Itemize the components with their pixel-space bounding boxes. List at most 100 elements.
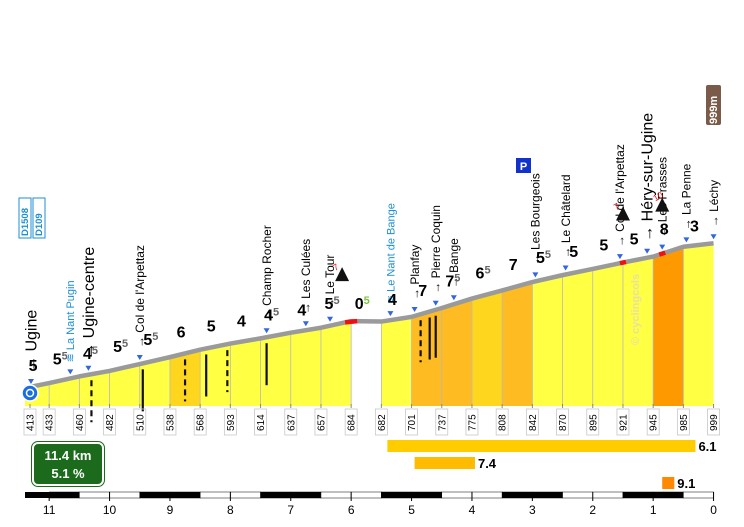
place-label-11: → Les Bourgeois xyxy=(529,173,543,265)
altitude-label-17: 842 xyxy=(528,414,539,431)
altitude-labels: 413 433 460 482 510 538 568 593 614 637 657 684 682 7… xyxy=(23,404,720,436)
place-marker-8 xyxy=(411,306,418,312)
altitude-box-12 xyxy=(374,408,388,436)
segment-fill-15 xyxy=(471,290,503,406)
road-polyline xyxy=(24,241,714,391)
vertical-gridlines xyxy=(48,246,684,406)
bar-1 xyxy=(414,457,475,469)
difficulty-marks xyxy=(90,315,437,423)
altitude-label-9: 637 xyxy=(286,414,297,431)
altitude-box-16 xyxy=(495,408,509,436)
altitude-label-0: 413 xyxy=(26,414,37,431)
altitude-label-20: 921 xyxy=(618,414,629,431)
altitude-label-3: 482 xyxy=(105,414,116,431)
gradient-label-12: 4 xyxy=(388,292,397,309)
axis-start xyxy=(25,492,50,498)
gradient-label-7: 4 xyxy=(237,313,246,330)
gradient-label-1: 55 xyxy=(53,350,68,368)
summit-badge-box xyxy=(706,85,721,125)
place-marker-11 xyxy=(532,272,539,278)
place-label-6: → Le Tour xyxy=(323,255,337,310)
segment-fill-5 xyxy=(169,349,201,406)
start-roundabout-inner xyxy=(25,388,35,398)
altitude-label-6: 568 xyxy=(196,414,207,431)
axis-block-9 xyxy=(592,491,624,499)
altitude-box-7 xyxy=(223,408,237,436)
segment-fill-11 xyxy=(351,321,382,406)
axis-block-2 xyxy=(169,491,201,499)
altitude-label-11: 684 xyxy=(347,414,358,431)
segment-fill-4 xyxy=(139,357,170,406)
segment-fill-17 xyxy=(532,275,563,406)
km-axis: 11 10 9 8 7 6 5 4 3 2 1 0 xyxy=(25,491,717,517)
segment-fill-2 xyxy=(79,370,110,406)
place-marker-17 xyxy=(710,234,717,240)
altitude-label-16: 808 xyxy=(498,414,509,431)
place-marker-5 xyxy=(302,321,309,327)
segment-fill-1 xyxy=(49,376,80,406)
gradient-label-14: 75 xyxy=(445,273,460,291)
gradient-label-9: 4 xyxy=(297,303,306,320)
misc-badges: D1508 D109 P 999m xyxy=(18,85,721,402)
altitude-box-13 xyxy=(405,408,418,436)
km-label-6: 5 xyxy=(408,503,415,517)
road-line xyxy=(24,241,714,391)
altitude-box-20 xyxy=(616,408,630,436)
gradient-label-0: 5 xyxy=(29,358,38,375)
km-label-1: 10 xyxy=(103,503,117,517)
steep-triangle-2 xyxy=(655,197,670,212)
axis-block-5 xyxy=(350,491,382,499)
segment-fill-10 xyxy=(320,321,352,406)
place-marker-0 xyxy=(28,379,34,384)
altitude-label-23: 999 xyxy=(709,414,720,431)
segment-fill-9 xyxy=(290,327,321,406)
gradient-label-10: 55 xyxy=(325,295,340,313)
place-marker-2 xyxy=(85,365,92,371)
gradient-label-6: 5 xyxy=(207,319,216,336)
gradient-label-11: 05 xyxy=(355,295,370,313)
place-marker-3 xyxy=(136,355,143,361)
altitude-box-11 xyxy=(344,408,358,436)
altitude-box-22 xyxy=(676,408,690,436)
altitude-box-21 xyxy=(646,408,660,436)
altitude-label-18: 870 xyxy=(558,414,569,431)
altitude-box-5 xyxy=(163,408,177,436)
bar-label-1: 7.4 xyxy=(478,456,497,471)
parking-box xyxy=(516,158,531,173)
altitude-label-13: 701 xyxy=(407,414,418,431)
axis-blockb-10 xyxy=(683,491,714,499)
place-marker-1 xyxy=(67,369,74,375)
place-marker-7 xyxy=(387,311,394,317)
axis-block-1 xyxy=(109,491,141,499)
place-label-12: → Le Châtelard xyxy=(559,174,573,258)
altitude-box-23 xyxy=(707,408,720,436)
gradient-label-4: 55 xyxy=(143,331,158,349)
km-label-2: 9 xyxy=(167,503,174,517)
gradient-label-15: 65 xyxy=(476,264,491,282)
axis-block-7 xyxy=(471,491,503,499)
altitude-box-15 xyxy=(465,408,479,436)
altitude-label-7: 593 xyxy=(226,414,237,431)
gradient-label-5: 6 xyxy=(177,325,186,342)
start-roundabout-icon xyxy=(21,384,39,402)
bar-label-2: 9.1 xyxy=(677,476,695,491)
axis-blockb-6 xyxy=(441,491,473,499)
altitude-box-3 xyxy=(103,408,116,436)
altitude-box-4 xyxy=(133,408,147,436)
altitude-box-6 xyxy=(193,408,207,436)
place-label-5: → Les Culées xyxy=(299,239,313,314)
altitude-box-19 xyxy=(586,408,600,436)
altitude-label-14: 737 xyxy=(437,414,448,431)
place-label-8: → Planfay xyxy=(408,245,422,300)
place-label-2: → Ugine-centre xyxy=(81,247,98,359)
axis-block-8 xyxy=(532,491,563,499)
km-label-5: 6 xyxy=(348,503,355,517)
axis-blockb-2 xyxy=(199,491,231,499)
place-label-16: → La Penne xyxy=(680,163,694,230)
segment-fill-6 xyxy=(200,343,231,406)
km-label-10: 1 xyxy=(650,503,657,517)
altitude-label-12: 682 xyxy=(377,414,388,431)
axis-block-4 xyxy=(290,491,322,499)
